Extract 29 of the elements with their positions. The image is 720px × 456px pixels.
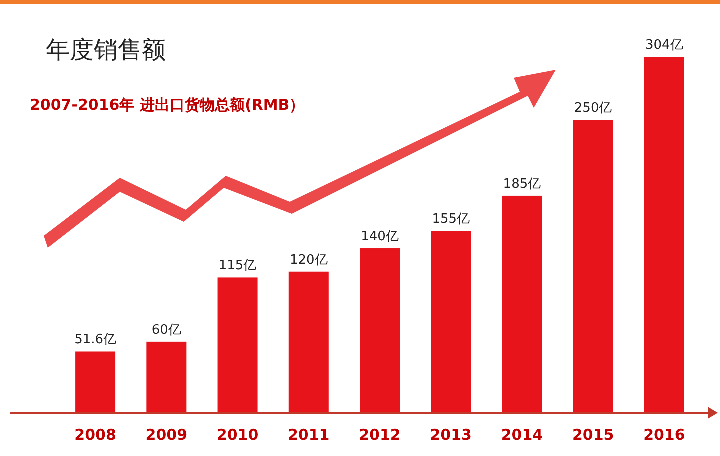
x-tick-label: 2010 [216,426,259,444]
bar [502,196,542,412]
data-label: 155亿 [432,212,470,227]
data-label: 250亿 [574,101,612,116]
x-tick-label: 2008 [74,426,116,444]
bar [76,352,116,412]
x-tick-label: 2011 [288,426,330,444]
x-tick-label: 2015 [572,426,614,444]
bar [288,272,329,412]
data-label: 120亿 [290,252,328,268]
x-tick-label: 2009 [146,426,188,444]
data-label: 51.6亿 [74,332,117,348]
bar [644,57,684,412]
x-tick-label: 2016 [644,426,686,444]
bar [431,230,472,412]
x-tick-label: 2014 [501,426,544,444]
data-label: 115亿 [218,258,257,274]
data-label: 185亿 [503,176,542,192]
text: 2007-2016年 进出口货物总额(RMB） [30,96,305,114]
bar [573,120,614,412]
bar [146,342,187,412]
data-label: 304亿 [646,38,684,53]
bar [360,248,400,412]
data-label: 60亿 [152,322,182,338]
bar [218,278,258,412]
data-label: 140亿 [361,230,399,245]
chart-title: 年度销售额 [46,36,166,64]
x-tick-label: 2013 [430,426,472,444]
x-tick-label: 2012 [359,426,401,444]
